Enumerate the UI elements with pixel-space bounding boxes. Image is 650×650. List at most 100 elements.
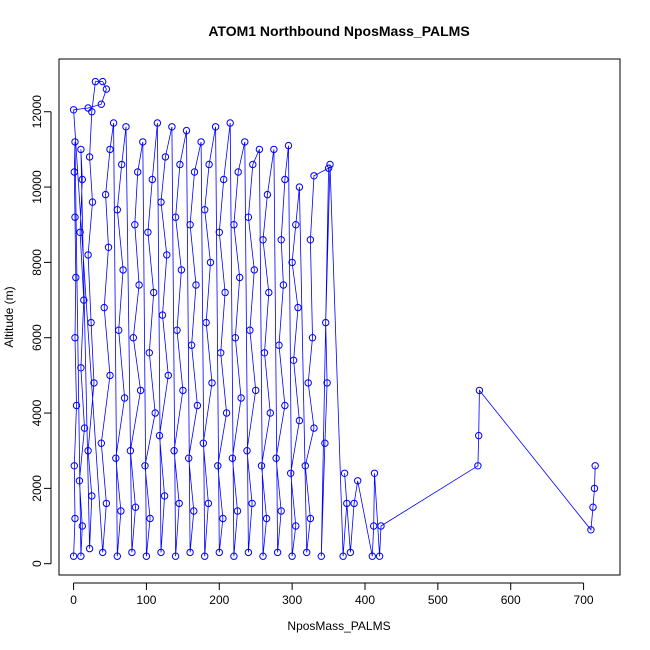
data-point (80, 424, 89, 432)
data-point (118, 160, 126, 169)
data-point (262, 514, 271, 523)
data-point (71, 334, 79, 342)
data-point (101, 190, 110, 199)
data-point (326, 160, 334, 169)
data-point (220, 175, 228, 184)
data-point (306, 514, 315, 523)
data-point (236, 273, 244, 282)
data-point (219, 514, 227, 523)
data-point (77, 364, 85, 372)
data-point (222, 409, 231, 417)
data-point (259, 236, 267, 244)
x-tick-label: 400 (355, 593, 375, 607)
data-point (255, 145, 264, 154)
data-point (136, 386, 145, 395)
data-point (170, 447, 178, 455)
data-point (141, 462, 149, 470)
data-point (354, 477, 362, 485)
y-axis: 0 2000 4000 6000 8000 10000 12000 (30, 95, 52, 567)
data-point (201, 552, 209, 560)
data-point (221, 288, 229, 297)
data-point (84, 251, 92, 259)
data-point (134, 168, 142, 176)
data-point (112, 454, 120, 462)
data-point (84, 104, 92, 112)
data-point (304, 379, 312, 387)
data-point (206, 258, 215, 267)
data-point (104, 243, 113, 252)
data-point (324, 164, 333, 172)
data-point (231, 334, 240, 342)
data-point (192, 281, 200, 289)
data-point (211, 123, 220, 131)
data-point (113, 552, 122, 560)
data-point (99, 77, 107, 86)
data-point (277, 507, 285, 515)
data-point (155, 431, 164, 440)
plot-frame (58, 58, 621, 576)
data-point (77, 145, 85, 154)
data-point (157, 548, 165, 557)
data-point (129, 334, 138, 342)
data-point (306, 236, 315, 244)
data-point (186, 548, 194, 557)
data-point (173, 326, 181, 334)
data-point (85, 153, 94, 161)
data-point (205, 160, 213, 169)
data-point (284, 141, 293, 150)
data-point (102, 499, 111, 508)
data-point (474, 462, 482, 470)
data-point (158, 311, 167, 319)
data-point (106, 371, 114, 380)
data-point (243, 447, 251, 455)
data-point (310, 424, 318, 432)
data-point (233, 507, 242, 515)
data-point (275, 341, 283, 349)
data-point (590, 484, 599, 493)
data-point (164, 371, 173, 380)
x-tick-label: 300 (282, 593, 302, 607)
data-point (88, 108, 96, 116)
data-point (144, 228, 152, 237)
data-point (80, 296, 88, 304)
data-point (263, 190, 272, 199)
data-point (151, 409, 159, 417)
data-point (197, 138, 205, 146)
y-tick-label: 10000 (30, 170, 44, 204)
data-point (78, 175, 87, 184)
data-point (76, 228, 84, 237)
data-point (215, 548, 224, 557)
data-point (287, 469, 295, 477)
x-tick-label: 600 (501, 593, 521, 607)
data-point (292, 221, 300, 229)
data-point (587, 526, 595, 534)
data-point (115, 326, 123, 334)
data-point (109, 119, 118, 127)
data-point (163, 251, 171, 259)
data-point (321, 439, 329, 447)
x-tick-label: 700 (574, 593, 594, 607)
data-point (226, 119, 234, 127)
y-tick-label: 0 (30, 560, 44, 567)
data-point (135, 281, 143, 289)
data-point (295, 416, 304, 425)
data-point (289, 356, 298, 364)
data-point (295, 183, 304, 191)
data-point (168, 123, 176, 131)
data-point (265, 288, 273, 297)
data-point (122, 123, 130, 131)
data-point (279, 281, 288, 289)
y-axis-label: Altitude (m) (2, 286, 16, 347)
data-point (171, 552, 180, 560)
data-point (370, 469, 379, 477)
data-point (106, 145, 114, 154)
data-point (102, 85, 111, 93)
x-tick-label: 200 (209, 593, 229, 607)
data-point (128, 548, 136, 557)
data-point (288, 258, 296, 267)
data-point (199, 439, 208, 447)
data-point (270, 145, 278, 154)
data-point (71, 514, 79, 523)
data-point (244, 548, 253, 557)
data-point (69, 106, 78, 114)
